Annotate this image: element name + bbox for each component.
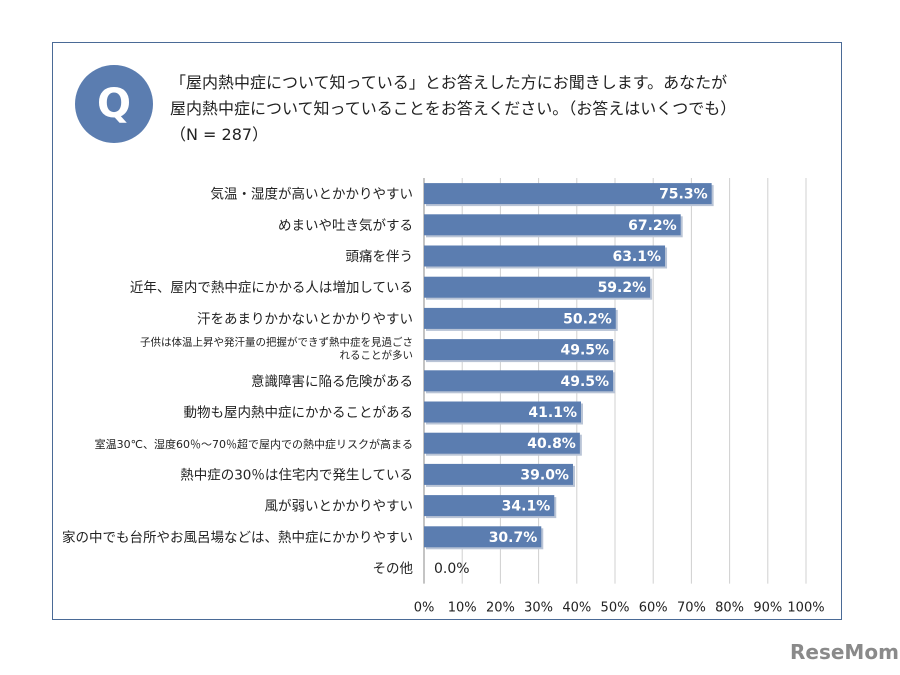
category-label: 熱中症の30％は住宅内で発生している: [180, 467, 413, 483]
bar: [424, 183, 712, 205]
bar-value-label: 49.5%: [561, 343, 610, 359]
bar-value-label: 49.5%: [561, 374, 610, 390]
x-tick-label: 100%: [787, 601, 824, 616]
bar: [424, 276, 651, 298]
resemom-logo: ReseMom: [790, 640, 899, 664]
category-label: 汗をあまりかかないとかかりやすい: [197, 311, 413, 327]
question-text: 「屋内熱中症について知っている」とお答えした方にお聞きします。あなたが 屋内熱中…: [170, 70, 810, 148]
bar-value-label: 75.3%: [659, 187, 708, 203]
x-tick-label: 30%: [524, 601, 553, 616]
x-tick-label: 80%: [715, 601, 744, 616]
category-label: 頭痛を伴う: [346, 248, 414, 265]
bar-value-label: 40.8%: [527, 436, 576, 452]
bar-value-label: 67.2%: [628, 218, 677, 234]
bar: [424, 463, 573, 485]
bar-value-label: 59.2%: [598, 280, 647, 296]
bar-value-label: 0.0%: [434, 561, 470, 577]
question-badge: Q: [75, 65, 153, 143]
category-label: 気温・湿度が高いとかかりやすい: [211, 186, 414, 203]
bar: [424, 307, 616, 329]
bar-value-label: 30.7%: [489, 530, 538, 546]
category-label: その他: [373, 561, 414, 577]
category-label: 室温30℃、湿度60％～70％超で屋内での熱中症リスクが高まる: [95, 437, 413, 451]
chart-frame: [52, 42, 842, 620]
bar: [424, 370, 614, 392]
x-tick-label: 90%: [753, 601, 782, 616]
bar: [424, 339, 614, 361]
x-tick-label: 50%: [601, 601, 630, 616]
x-tick-label: 40%: [562, 601, 591, 616]
category-label: 風が弱いとかかりやすい: [265, 499, 414, 515]
x-tick-label: 60%: [639, 601, 668, 616]
category-label: れることが多い: [340, 349, 414, 362]
bar-value-label: 50.2%: [563, 311, 612, 327]
bar-value-label: 39.0%: [520, 467, 569, 483]
x-tick-label: 10%: [448, 601, 477, 616]
category-label: 近年、屋内で熱中症にかかる人は増加している: [130, 280, 413, 296]
category-label: 意識障害に陥る危険がある: [251, 373, 413, 390]
bar: [424, 432, 580, 454]
question-sample-size: （N = 287）: [170, 125, 269, 144]
x-tick-label: 70%: [677, 601, 706, 616]
question-line-2: 屋内熱中症について知っていることをお答えください。（お答えはいくつでも）: [170, 99, 737, 118]
question-line-1: 「屋内熱中症について知っている」とお答えした方にお聞きします。あなたが: [170, 73, 728, 92]
bar-value-label: 63.1%: [612, 249, 661, 265]
category-label: 動物も屋内熱中症にかかることがある: [184, 405, 414, 421]
bar: [424, 526, 542, 548]
bar: [424, 495, 555, 517]
category-label: 子供は体温上昇や発汗量の把握ができず熱中症を見過ごさ: [140, 336, 413, 349]
category-label: めまいや吐き気がする: [278, 218, 413, 234]
x-tick-label: 0%: [414, 601, 435, 616]
category-label: 家の中でも台所やお風呂場などは、熱中症にかかりやすい: [62, 529, 413, 546]
bar: [424, 245, 666, 267]
bar-value-label: 41.1%: [528, 405, 577, 421]
bar-value-label: 34.1%: [502, 499, 551, 515]
x-tick-label: 20%: [486, 601, 515, 616]
bar: [424, 214, 681, 236]
bar: [424, 401, 582, 423]
